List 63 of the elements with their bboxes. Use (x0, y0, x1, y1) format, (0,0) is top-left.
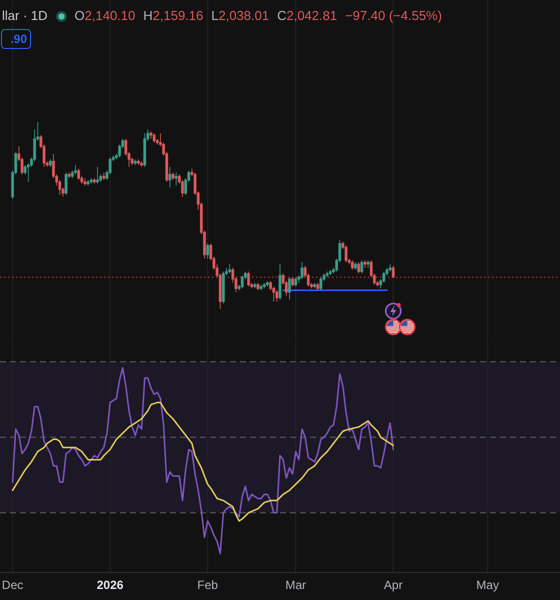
candlestick (291, 276, 294, 287)
candlestick (134, 159, 137, 166)
candlestick (96, 166, 99, 184)
candlestick (86, 180, 90, 186)
candlestick (90, 178, 93, 184)
candlestick (93, 178, 96, 184)
x-tick-label: 2026 (96, 578, 124, 592)
candlestick (266, 280, 269, 287)
candlestick (68, 172, 71, 178)
candlestick (168, 166, 172, 188)
candlestick (256, 282, 260, 291)
candlestick (240, 274, 244, 289)
candlestick (150, 130, 152, 140)
candlestick (253, 282, 256, 289)
x-tick-label: Feb (197, 578, 218, 592)
candlestick (247, 271, 250, 287)
candlestick (260, 284, 262, 291)
candlestick (152, 132, 156, 143)
text: L2,038.01 (211, 8, 270, 23)
candlestick (140, 160, 143, 168)
x-tick-label: Mar (285, 578, 306, 592)
candlestick (172, 172, 174, 180)
chart-title: llar · 1D (2, 8, 48, 24)
candlestick (350, 260, 354, 270)
text: O2,140.10 (74, 8, 136, 23)
candlestick (300, 262, 304, 280)
candlestick (354, 262, 357, 270)
candlestick (357, 262, 360, 274)
candlestick (228, 264, 232, 274)
candlestick (77, 168, 80, 180)
candlestick (294, 276, 298, 287)
candlestick (344, 245, 348, 263)
candlestick (174, 172, 178, 186)
candlestick (392, 266, 395, 278)
candlestick (275, 290, 278, 302)
text: C2,042.81 (277, 8, 338, 23)
candlestick (316, 282, 320, 291)
candlestick (102, 172, 106, 180)
candlestick (326, 271, 329, 278)
text: H2,159.16 (143, 8, 204, 23)
candlestick (48, 159, 52, 168)
candlestick (328, 269, 332, 276)
candlestick (288, 276, 291, 300)
candlestick (143, 132, 146, 168)
candlestick (364, 260, 366, 268)
x-tick-label: Dec (2, 578, 24, 592)
candlestick (222, 271, 225, 304)
candlestick (320, 276, 322, 291)
x-tick-label: May (476, 578, 499, 592)
candlestick (278, 264, 282, 300)
candlestick (366, 260, 370, 268)
candlestick (262, 282, 266, 289)
candlestick (84, 178, 86, 186)
candlestick (313, 282, 316, 289)
candlestick (388, 264, 392, 272)
candlestick (74, 164, 77, 175)
candlestick (206, 243, 210, 259)
candlestick (64, 172, 68, 196)
button: .90 (1, 29, 31, 49)
candlestick (137, 159, 140, 166)
text: −97.40 (−4.55%) (345, 8, 442, 24)
x-tick-label: Apr (384, 578, 403, 592)
candlestick (360, 260, 364, 274)
